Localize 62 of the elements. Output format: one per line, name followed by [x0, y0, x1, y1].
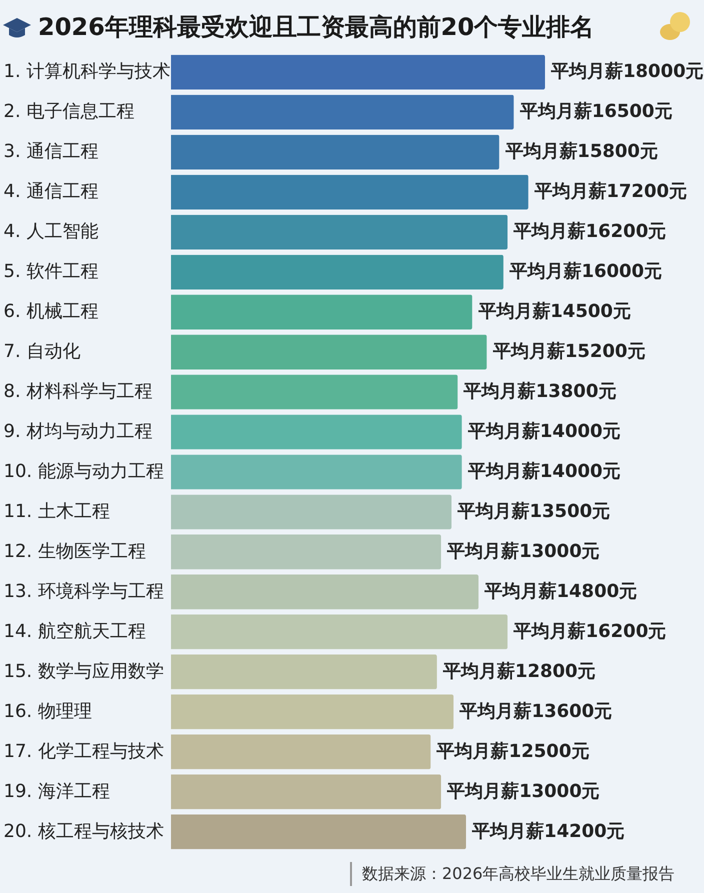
bar — [171, 614, 508, 650]
data-label: 平均月薪17200元 — [533, 181, 688, 202]
data-label: 平均月薪12500元 — [436, 740, 590, 762]
bar — [171, 174, 528, 210]
data-label: 平均月薪15200元 — [492, 341, 646, 362]
source-note: 数据来源：2026年高校毕业生就业质量报告 — [350, 862, 702, 886]
y-tick-label: 4. 通信工程 — [4, 181, 98, 202]
data-label: 平均月薪13000元 — [446, 780, 600, 802]
y-tick-label: 20. 核工程与核技术 — [4, 820, 164, 842]
y-tick-label: 6. 机械工程 — [4, 301, 98, 322]
chart-title: 2026年理科最受欢迎且工资最高的前20个专业排名 — [38, 13, 594, 41]
data-label: 平均月薪16200元 — [512, 221, 666, 242]
bar — [171, 254, 504, 290]
data-label: 平均月薪14200元 — [471, 820, 625, 842]
bar — [171, 694, 454, 730]
y-tick-label: 3. 通信工程 — [4, 141, 98, 162]
data-label: 平均月薪13800元 — [462, 381, 616, 402]
y-tick-label: 12. 生物医学工程 — [4, 540, 146, 562]
y-tick-label: 10. 能源与动力工程 — [4, 460, 164, 482]
y-tick-label: 5. 软件工程 — [4, 261, 98, 282]
y-tick-label: 1. 计算机科学与技术 — [4, 61, 170, 82]
bar — [171, 374, 458, 410]
data-label: 平均月薪14500元 — [477, 301, 631, 322]
bar — [171, 454, 462, 490]
y-tick-label: 15. 数学与应用数学 — [4, 660, 164, 682]
bar — [171, 94, 514, 130]
bar — [171, 494, 452, 530]
bar — [171, 334, 487, 370]
data-label: 平均月薪13000元 — [446, 540, 600, 562]
data-label: 平均月薪13500元 — [456, 500, 610, 522]
bar — [171, 414, 462, 450]
y-tick-label: 7. 自动化 — [4, 341, 80, 362]
data-label: 平均月薪16500元 — [518, 101, 672, 122]
bar — [171, 534, 442, 570]
y-tick-label: 13. 环境科学与工程 — [4, 580, 164, 602]
y-tick-label: 11. 土木工程 — [4, 500, 110, 522]
data-label: 平均月薪14800元 — [484, 580, 638, 602]
data-label: 平均月薪15800元 — [504, 141, 658, 162]
data-label: 平均月薪12800元 — [442, 660, 596, 682]
y-tick-label: 16. 物理理 — [4, 700, 92, 722]
bar — [171, 54, 545, 90]
y-tick-label: 14. 航空航天工程 — [4, 620, 146, 642]
bar — [171, 654, 437, 690]
bar — [171, 134, 500, 170]
y-tick-label: 2. 电子信息工程 — [4, 101, 134, 122]
data-label: 平均月薪14000元 — [466, 460, 621, 482]
bar — [171, 734, 431, 770]
bar — [171, 574, 479, 610]
data-label: 平均月薪13600元 — [458, 700, 612, 722]
y-tick-label: 4. 人工智能 — [4, 221, 98, 242]
bar — [171, 774, 442, 810]
bar — [171, 294, 472, 330]
bar — [171, 214, 508, 250]
data-label: 平均月薪16200元 — [512, 620, 666, 642]
data-label: 平均月薪16000元 — [508, 261, 662, 282]
y-tick-label: 19. 海洋工程 — [4, 780, 110, 802]
y-tick-label: 8. 材料科学与工程 — [4, 381, 152, 402]
data-label: 平均月薪18000元 — [550, 61, 704, 82]
data-label: 平均月薪14000元 — [466, 421, 621, 442]
y-tick-label: 17. 化学工程与技术 — [4, 740, 164, 762]
bar — [171, 814, 466, 850]
y-tick-label: 9. 材均与动力工程 — [4, 421, 152, 442]
